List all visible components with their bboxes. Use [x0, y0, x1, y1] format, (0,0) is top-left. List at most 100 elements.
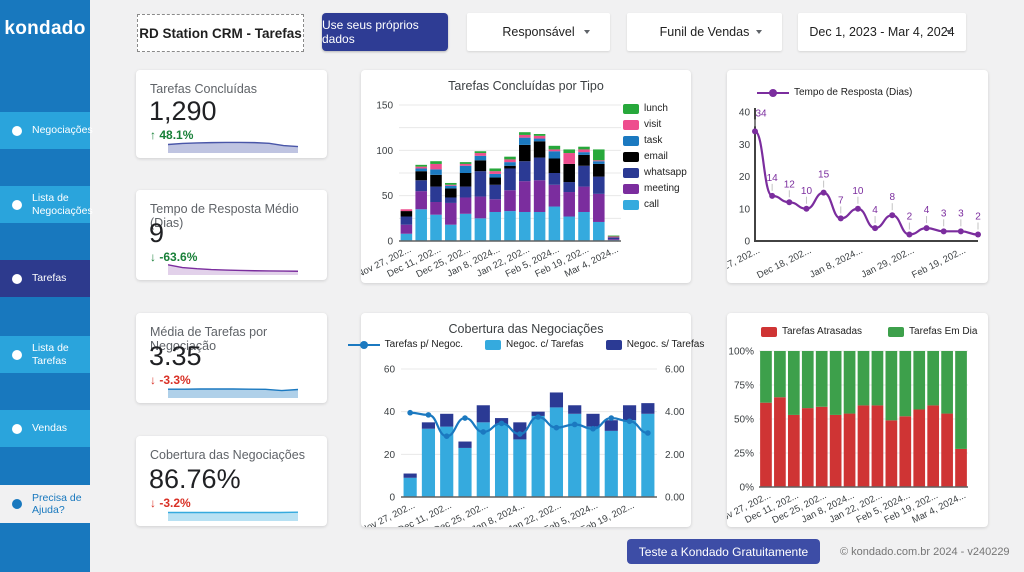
tempo-resposta-line-chart	[727, 104, 988, 282]
legend-item-tempo-de-resposta-dias-: Tempo de Resposta (Dias)	[757, 87, 912, 98]
chart-card-tempo-resposta: Tempo de Resposta (Dias)	[727, 70, 988, 283]
legend-item-call: call	[623, 199, 687, 210]
legend-label: visit	[644, 119, 662, 130]
report-title: RD Station CRM - Tarefas	[137, 14, 304, 52]
sidebar-item-label: Negociações	[32, 124, 93, 137]
chart-title: Tarefas Concluídas por Tipo	[448, 79, 604, 93]
copyright-text: © kondado.com.br 2024 - v240229	[840, 546, 1010, 558]
kpi-value: 3.35	[149, 341, 202, 371]
sidebar: kondado Negociações Lista de Negociações…	[0, 0, 93, 572]
sidebar-item-lista-de-tarefas[interactable]: Lista de Tarefas	[0, 336, 90, 373]
sidebar-item-label: Vendas	[32, 422, 68, 435]
sidebar-item-lista-de-negociacoes[interactable]: Lista de Negociações	[0, 186, 93, 223]
kpi-sparkline-chart	[168, 258, 298, 275]
kpi-sparkline-chart	[168, 136, 298, 153]
legend-swatch-icon	[761, 326, 777, 337]
legend-item-tarefas-p-negoc-: Tarefas p/ Negoc.	[347, 339, 464, 350]
nav-dot-icon	[12, 423, 22, 434]
trend-down-icon: ↓	[150, 373, 156, 387]
kpi-title: Tarefas Concluídas	[150, 82, 258, 96]
legend-swatch-icon	[623, 135, 639, 146]
chart-card-tarefas-atrasadas: Tarefas Atrasadas Tarefas Em Dia	[727, 313, 988, 527]
sidebar-item-label: Precisa de Ajuda?	[32, 491, 82, 517]
kpi-card-cobertura: Cobertura das Negociações 86.76% ↓ -3.2%	[136, 436, 327, 526]
cobertura-combo-chart	[361, 357, 691, 527]
chart-card-tarefas-por-tipo: Tarefas Concluídas por Tipo lunch visit ta…	[361, 70, 691, 283]
legend-swatch-icon	[623, 167, 639, 178]
kondado-logo: kondado	[4, 17, 86, 39]
kpi-sparkline-chart	[168, 504, 298, 521]
legend-swatch-icon	[888, 326, 905, 337]
nav-dot-icon	[12, 349, 22, 360]
legend-label: lunch	[644, 103, 668, 114]
kpi-title: Tempo de Resposta Médio (Dias)	[150, 202, 299, 230]
responsavel-dropdown-label: Responsável	[502, 25, 575, 39]
legend-label: Negoc. c/ Tarefas	[506, 339, 584, 350]
legend-item-negoc-s-tarefas: Negoc. s/ Tarefas	[605, 339, 705, 350]
nav-dot-icon	[12, 199, 22, 210]
legend-item-visit: visit	[623, 119, 687, 130]
sidebar-item-precisa-de-ajuda[interactable]: Precisa de Ajuda?	[0, 485, 90, 523]
legend-item-meeting: meeting	[623, 183, 687, 194]
legend-item-negoc-c-tarefas: Negoc. c/ Tarefas	[485, 339, 584, 350]
legend-label: Negoc. s/ Tarefas	[626, 339, 705, 350]
date-range-label: Dec 1, 2023 - Mar 4, 2024	[809, 25, 955, 39]
chart-card-cobertura: Cobertura das Negociações Tarefas p/ Neg…	[347, 313, 704, 527]
legend-item-whatsapp: whatsapp	[623, 167, 687, 178]
legend-label: Tarefas Atrasadas	[782, 326, 863, 337]
legend-label: task	[644, 135, 663, 146]
chart-legend: Tarefas p/ Negoc. Negoc. c/ Tarefas Negoc.…	[347, 339, 704, 350]
kpi-title: Média de Tarefas por Negociação	[150, 325, 268, 353]
chevron-down-icon	[756, 30, 762, 34]
sidebar-item-vendas[interactable]: Vendas	[0, 410, 90, 447]
sidebar-item-label: Tarefas	[32, 272, 67, 285]
legend-swatch-icon	[485, 339, 502, 350]
legend-label: whatsapp	[644, 167, 687, 178]
legend-item-tarefas-em-dia: Tarefas Em Dia	[888, 326, 977, 337]
legend-swatch-icon	[623, 119, 639, 130]
kpi-title: Cobertura das Negociações	[150, 448, 305, 462]
chart-legend: Tarefas Atrasadas Tarefas Em Dia	[761, 326, 977, 337]
try-kondado-button[interactable]: Teste a Kondado Gratuitamente	[627, 539, 820, 564]
kpi-sparkline-chart	[168, 381, 298, 398]
legend-swatch-icon	[623, 151, 639, 162]
legend-swatch-icon	[623, 183, 639, 194]
kpi-card-tarefas-concluidas: Tarefas Concluídas 1,290 ↑ 48.1%	[136, 70, 327, 158]
sidebar-item-negociacoes[interactable]: Negociações	[0, 112, 93, 149]
chevron-down-icon	[946, 30, 952, 34]
legend-label: Tarefas p/ Negoc.	[384, 339, 464, 350]
trend-down-icon: ↓	[150, 496, 156, 510]
chart-title: Cobertura das Negociações	[448, 322, 604, 336]
legend-item-lunch: lunch	[623, 103, 687, 114]
funil-de-vendas-dropdown[interactable]: Funil de Vendas	[627, 13, 782, 51]
funil-dropdown-label: Funil de Vendas	[659, 25, 750, 39]
use-own-data-button[interactable]: Use seus próprios dados	[322, 13, 448, 51]
nav-dot-icon	[12, 125, 22, 136]
legend-label: call	[644, 199, 660, 210]
legend-swatch-icon	[605, 339, 622, 350]
chart-legend: lunch visit task email whatsapp meeting call	[623, 103, 687, 210]
sidebar-item-label: Lista de Negociações	[32, 192, 93, 217]
nav-dot-icon	[12, 499, 22, 509]
legend-item-tarefas-atrasadas: Tarefas Atrasadas	[761, 326, 862, 337]
legend-swatch-icon	[623, 199, 639, 210]
date-range-dropdown[interactable]: Dec 1, 2023 - Mar 4, 2024	[798, 13, 966, 51]
legend-swatch-icon	[623, 103, 639, 114]
chart-legend: Tempo de Resposta (Dias)	[757, 87, 912, 98]
trend-down-icon: ↓	[150, 250, 156, 264]
kpi-value: 9	[149, 218, 165, 248]
chevron-down-icon	[584, 30, 590, 34]
legend-line-swatch-icon	[757, 88, 789, 98]
responsavel-dropdown[interactable]: Responsável	[467, 13, 610, 51]
sidebar-item-label: Lista de Tarefas	[32, 342, 69, 367]
legend-line-swatch-icon	[347, 340, 380, 350]
kpi-value: 86.76%	[149, 464, 241, 494]
kpi-card-media-tarefas: Média de Tarefas por Negociação 3.35 ↓ -…	[136, 313, 327, 403]
legend-label: meeting	[644, 183, 680, 194]
sidebar-item-tarefas[interactable]: Tarefas	[0, 260, 90, 297]
kpi-value: 1,290	[149, 96, 217, 126]
legend-item-task: task	[623, 135, 687, 146]
legend-label: email	[644, 151, 668, 162]
tarefas-atrasadas-percent-bar-chart	[727, 343, 988, 527]
